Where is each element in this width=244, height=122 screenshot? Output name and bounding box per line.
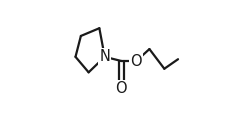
Text: O: O xyxy=(116,81,127,96)
Text: O: O xyxy=(131,54,142,68)
Text: N: N xyxy=(99,49,110,64)
